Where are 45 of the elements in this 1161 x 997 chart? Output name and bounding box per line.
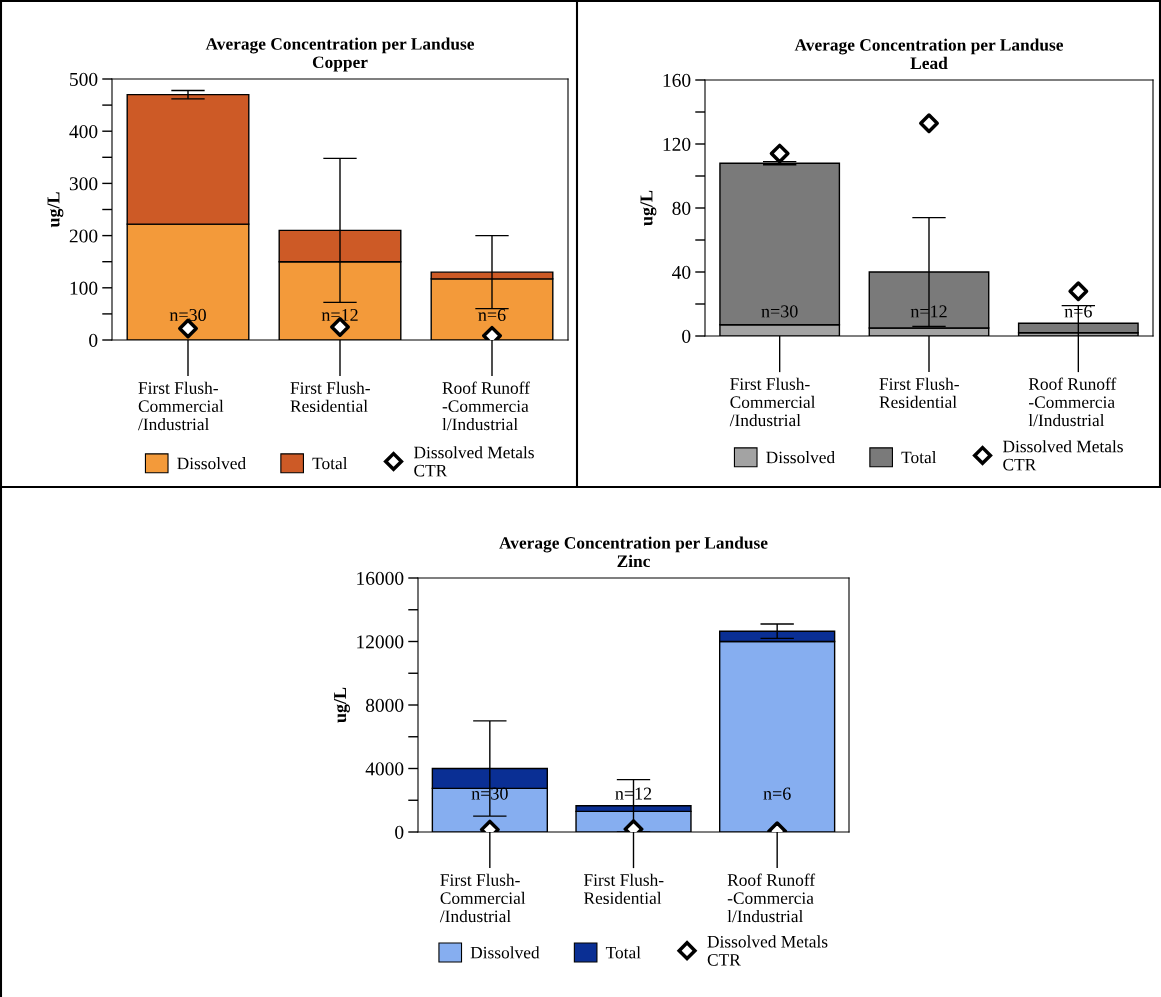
legend-label: Dissolved xyxy=(470,946,540,959)
legend-label: Dissolved xyxy=(177,457,246,470)
y-tick-label: 0 xyxy=(89,333,98,347)
x-tick-label: First Flush- Commercial /Industrial xyxy=(138,381,224,431)
x-tick-label: Roof Runoff -Commercia l/Industrial xyxy=(442,381,530,431)
chart-title: Average Concentration per Landuse Zinc xyxy=(499,536,768,568)
x-tick-label: Roof Runoff -Commercia l/Industrial xyxy=(727,873,816,923)
y-tick-label: 300 xyxy=(69,177,98,191)
y-tick-label: 12000 xyxy=(357,635,404,649)
y-tick-label: 8000 xyxy=(365,698,404,712)
y-tick-label: 500 xyxy=(70,72,98,86)
annotation: n=30 xyxy=(761,305,798,318)
legend-label: Total xyxy=(312,457,348,470)
y-tick-label: 16000 xyxy=(357,571,404,585)
x-tick-label: First Flush- Commercial /Industrial xyxy=(729,377,816,427)
y-tick-label: 160 xyxy=(663,73,691,87)
y-axis-title: ug/L xyxy=(334,687,350,723)
annotation: n=12 xyxy=(321,308,358,321)
legend-label: Total xyxy=(901,451,937,464)
y-tick-label: 80 xyxy=(672,201,691,215)
x-tick-label: First Flush- Residential xyxy=(290,381,370,413)
y-tick-label: 40 xyxy=(672,265,691,279)
legend-label: Dissolved Metals CTR xyxy=(1003,440,1123,471)
x-tick-label: First Flush- Residential xyxy=(584,873,664,905)
legend-label: Dissolved Metals CTR xyxy=(707,935,828,966)
legend-label: Total xyxy=(605,946,641,959)
x-tick-label: First Flush- Residential xyxy=(879,377,959,409)
y-tick-label: 400 xyxy=(69,125,98,139)
y-axis-title: ug/L xyxy=(640,190,657,226)
y-tick-label: 100 xyxy=(70,281,98,295)
annotation: n=6 xyxy=(478,308,506,322)
x-tick-label: First Flush- Commercial /Industrial xyxy=(439,873,526,923)
chart-title: Average Concentration per Landuse Lead xyxy=(794,38,1064,70)
y-tick-label: 0 xyxy=(395,825,404,839)
y-tick-label: 0 xyxy=(682,329,691,343)
annotation: n=30 xyxy=(169,308,206,322)
legend-label: Dissolved xyxy=(766,451,835,464)
y-tick-label: 120 xyxy=(663,137,691,151)
x-tick-label: Roof Runoff -Commercia l/Industrial xyxy=(1028,377,1117,427)
y-axis-title: ug/L xyxy=(47,192,64,228)
chart-title: Average Concentration per Landuse Copper xyxy=(205,37,475,72)
legend-label: Dissolved Metals CTR xyxy=(414,446,534,477)
y-tick-label: 4000 xyxy=(365,762,404,776)
y-tick-label: 200 xyxy=(69,229,98,243)
annotation: n=6 xyxy=(763,787,791,800)
